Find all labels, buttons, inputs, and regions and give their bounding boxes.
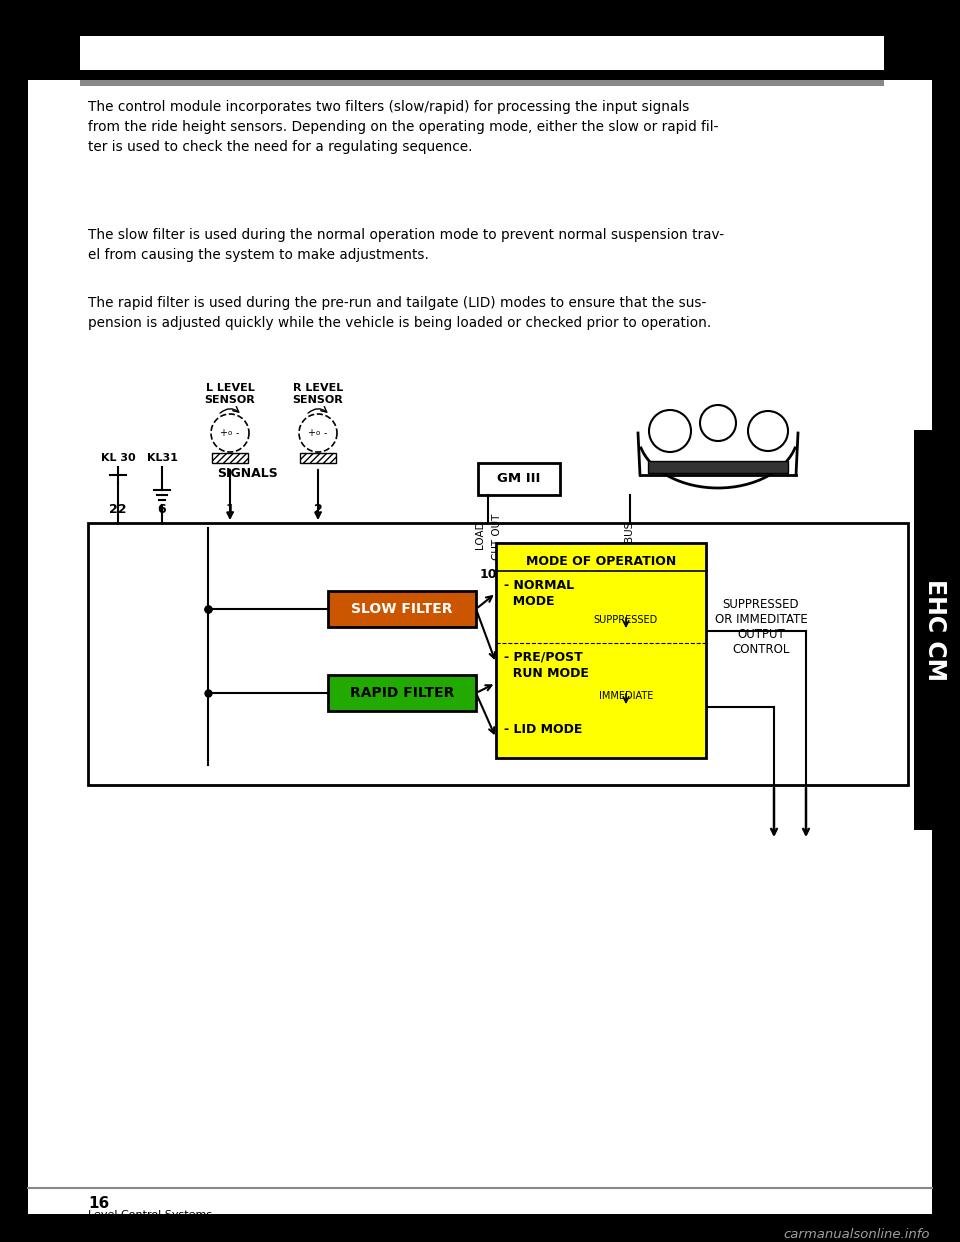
Text: K BUS: K BUS [625, 522, 635, 553]
Text: 10: 10 [479, 568, 496, 581]
Bar [212, 453, 248, 463]
Text: SLOW FILTER: SLOW FILTER [351, 602, 453, 616]
Text: R LEVEL
SENSOR: R LEVEL SENSOR [293, 383, 344, 405]
Text: 1: 1 [226, 503, 234, 515]
Text: KL 30: KL 30 [101, 453, 135, 463]
Text: - PRE/POST: - PRE/POST [504, 651, 583, 664]
Text: SIGNALS: SIGNALS [218, 467, 278, 479]
Text: The slow filter is used during the normal operation mode to prevent normal suspe: The slow filter is used during the norma… [88, 229, 724, 262]
Text: The rapid filter is used during the pre-run and tailgate (LID) modes to ensure t: The rapid filter is used during the pre-… [88, 296, 711, 330]
Text: SUPPRESSED: SUPPRESSED [594, 615, 659, 625]
Text: - NORMAL: - NORMAL [504, 579, 574, 592]
Text: 2: 2 [314, 503, 323, 515]
Text: +: + [219, 428, 227, 438]
Bar [80, 79, 884, 86]
Text: MODE OF OPERATION: MODE OF OPERATION [526, 555, 676, 568]
Text: GM III: GM III [497, 472, 540, 486]
Text: 22: 22 [109, 503, 127, 515]
Text: -: - [235, 428, 239, 438]
Bar [914, 430, 956, 830]
Bar [648, 461, 788, 473]
Text: IMMEDIATE: IMMEDIATE [599, 691, 653, 700]
Text: carmanualsonline.info: carmanualsonline.info [783, 1228, 930, 1241]
Bar [300, 453, 336, 463]
Text: +: + [307, 428, 315, 438]
Bar [328, 674, 476, 710]
Text: Level Control Systems: Level Control Systems [88, 1210, 212, 1220]
Text: RAPID FILTER: RAPID FILTER [349, 686, 454, 700]
Text: CUT OUT: CUT OUT [492, 514, 502, 560]
Text: RUN MODE: RUN MODE [504, 667, 588, 681]
Text: o: o [316, 430, 320, 436]
Bar [80, 36, 884, 70]
Text: 6: 6 [157, 503, 166, 515]
Bar [496, 543, 706, 758]
Text: L LEVEL
SENSOR: L LEVEL SENSOR [204, 383, 255, 405]
Bar [88, 523, 908, 785]
Text: LOAD: LOAD [475, 520, 485, 549]
Bar [328, 591, 476, 627]
Text: MODE: MODE [504, 595, 555, 609]
Text: o: o [228, 430, 232, 436]
Text: 15: 15 [621, 568, 638, 581]
Bar [478, 463, 560, 496]
Text: -: - [324, 428, 326, 438]
Text: KL31: KL31 [147, 453, 178, 463]
Text: EHC CM: EHC CM [923, 579, 947, 681]
Text: The control module incorporates two filters (slow/rapid) for processing the inpu: The control module incorporates two filt… [88, 101, 718, 154]
Text: 16: 16 [88, 1196, 109, 1211]
Bar [28, 29, 932, 79]
Text: - LID MODE: - LID MODE [504, 723, 583, 737]
Text: SUPPRESSED
OR IMMEDITATE
OUTPUT
CONTROL: SUPPRESSED OR IMMEDITATE OUTPUT CONTROL [714, 597, 807, 656]
